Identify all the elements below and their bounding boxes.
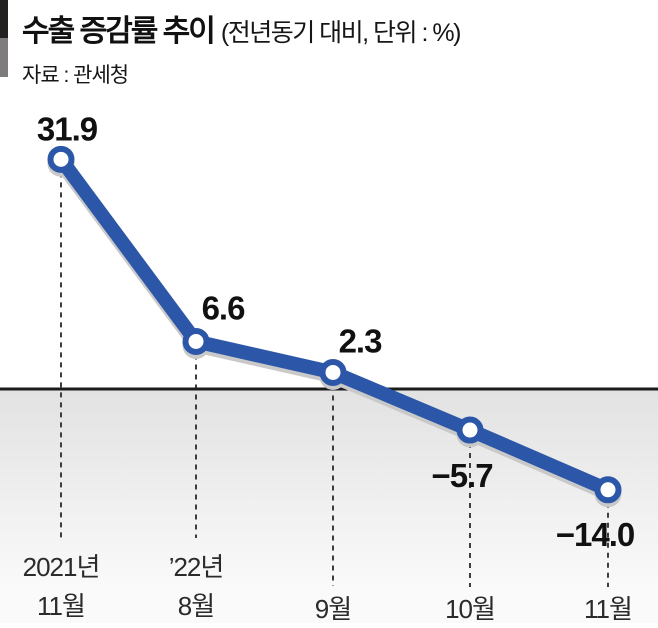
below-zero-area [0,390,658,623]
title-accent-bar-top [0,0,8,38]
data-point-marker [319,358,347,386]
x-axis-label-month: 11월 [584,594,632,623]
title-accent-bar-bottom [0,38,8,77]
x-axis-label-month: 8월 [178,591,214,621]
title-accent-bar [0,0,8,77]
source-label: 자료 : 관세청 [22,64,129,87]
x-axis-label-month: 11월 [37,591,85,621]
x-axis-label-year: 2021년 [23,552,100,582]
data-point-marker [594,476,622,504]
value-label: −14.0 [556,516,635,553]
x-axis-label-month: 9월 [315,594,351,623]
chart-subtitle: (전년동기 대비, 단위 : %) [220,19,462,47]
value-label: 2.3 [339,322,383,359]
chart-header: 수출 증감률 추이 (전년동기 대비, 단위 : %) 자료 : 관세청 [0,0,658,89]
x-axis-label-year: ’22년 [169,552,224,582]
value-label: 6.6 [202,289,246,326]
chart-title: 수출 증감률 추이 [22,15,216,48]
x-axis-label-month: 10월 [445,594,495,623]
data-point-marker [47,145,75,173]
value-label: 31.9 [37,110,98,147]
value-label: −5.7 [431,457,492,494]
data-point-marker [182,327,210,355]
title-row: 수출 증감률 추이 (전년동기 대비, 단위 : %) [22,6,658,50]
data-point-marker [456,416,484,444]
